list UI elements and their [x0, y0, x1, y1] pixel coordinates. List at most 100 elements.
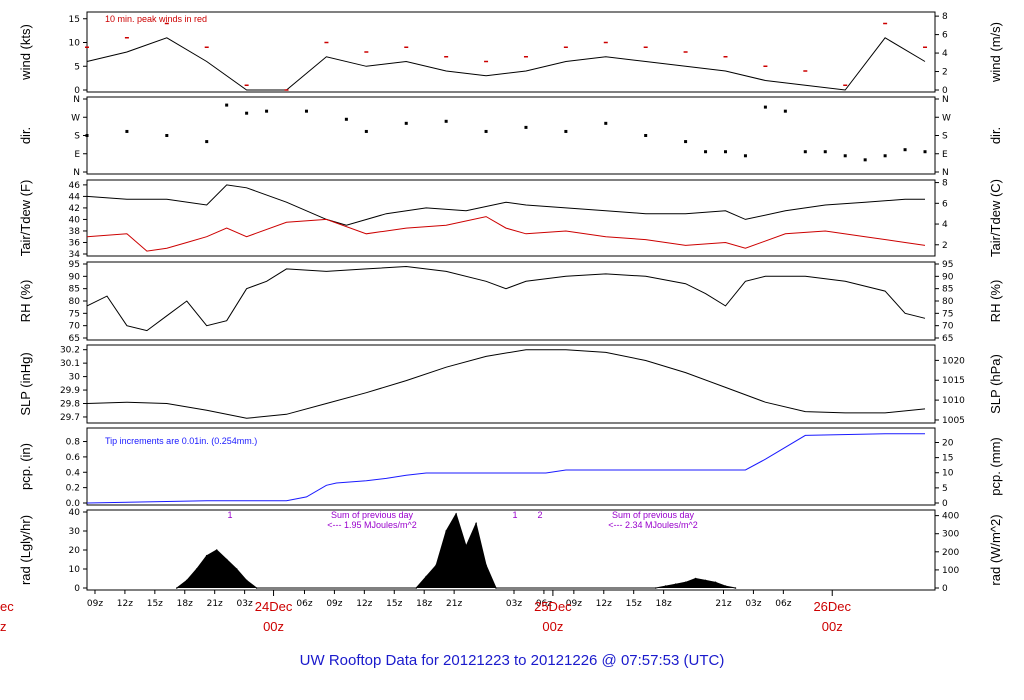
x-tick-label: 15z	[147, 599, 163, 609]
data-point	[723, 150, 727, 154]
y-tick-label: 40	[69, 508, 81, 518]
data-point	[484, 129, 488, 133]
y-axis-label: dir.	[18, 127, 33, 144]
x-tick-label: 12z	[117, 599, 133, 609]
y-tick-label-right: 1015	[942, 376, 965, 386]
series-line	[86, 37, 926, 91]
y-tick-label: 0.6	[66, 453, 81, 463]
series-line	[86, 349, 926, 419]
data-point	[444, 119, 448, 123]
series-line	[86, 216, 926, 252]
day-hour-label: 00z	[542, 619, 563, 634]
y-tick-label: 75	[69, 309, 80, 319]
panel-frame	[86, 261, 936, 341]
y-axis-label: wind (kts)	[18, 24, 33, 81]
y-tick-label: 30.1	[60, 359, 80, 369]
y-axis-label: SLP (inHg)	[18, 352, 33, 415]
x-tick-label: 12z	[596, 599, 612, 609]
y-axis-label: rad (Lgly/hr)	[18, 515, 33, 585]
data-point	[364, 129, 368, 133]
y-axis-label-right: wind (m/s)	[988, 22, 1003, 83]
y-tick-label: W	[71, 113, 80, 123]
y-tick-label: 38	[69, 227, 81, 237]
y-tick-label-right: 300	[942, 530, 959, 540]
y-tick-label-right: 0	[942, 584, 948, 594]
y-tick-label-right: E	[942, 150, 948, 160]
y-tick-label: 15	[69, 15, 80, 25]
data-point	[245, 111, 249, 115]
y-tick-label: 30.2	[60, 346, 80, 356]
y-axis-label: RH (%)	[18, 280, 33, 323]
day-hour-label: 00z	[263, 619, 284, 634]
y-tick-label-right: 10	[942, 469, 954, 479]
pcp-annotation: Tip increments are 0.01in. (0.254mm.)	[105, 436, 257, 446]
y-tick-label-right: 400	[942, 512, 959, 522]
x-tick-label: 09z	[87, 599, 103, 609]
y-tick-label: 42	[69, 204, 80, 214]
y-tick-label-right: 90	[942, 272, 954, 282]
data-point	[783, 109, 787, 113]
y-tick-label: 0.8	[66, 438, 81, 448]
y-tick-label-right: 0	[942, 499, 948, 509]
y-tick-label: 0.0	[66, 499, 81, 509]
data-point	[564, 129, 568, 133]
data-point	[265, 109, 269, 113]
data-point	[644, 134, 648, 137]
x-tick-label: 18z	[177, 599, 193, 609]
y-tick-label-right: 8	[942, 179, 948, 189]
panel-frame	[86, 344, 936, 424]
y-tick-label: 30	[69, 527, 81, 537]
data-point	[883, 154, 887, 158]
y-tick-label: 29.7	[60, 413, 80, 423]
y-tick-label: 10	[69, 39, 81, 49]
edge-date-label: ec	[0, 599, 14, 614]
data-point	[704, 150, 708, 154]
y-tick-label-right: 95	[942, 260, 953, 270]
x-tick-label: 15z	[386, 599, 402, 609]
y-tick-label-right: 75	[942, 309, 953, 319]
y-tick-label-right: S	[942, 132, 948, 142]
y-axis-label-right: pcp. (mm)	[988, 437, 1003, 496]
data-point	[823, 150, 827, 154]
x-tick-label: 06z	[536, 599, 552, 609]
y-tick-label-right: 6	[942, 31, 948, 41]
y-tick-label-right: 85	[942, 285, 953, 295]
y-tick-label-right: 0	[942, 86, 948, 96]
y-tick-label: N	[73, 168, 80, 178]
rad-sum-title: Sum of previous day	[612, 510, 695, 520]
y-tick-label: 0.2	[66, 484, 80, 494]
y-tick-label: 34	[69, 250, 81, 260]
rad-peak-marker: 2	[537, 510, 542, 520]
y-tick-label-right: N	[942, 168, 949, 178]
y-tick-label: E	[74, 150, 80, 160]
x-tick-label: 09z	[326, 599, 342, 609]
data-point	[903, 148, 907, 152]
x-tick-label: 06z	[296, 599, 312, 609]
rad-peak-marker: 1	[512, 510, 517, 520]
y-tick-label-right: 4	[942, 49, 948, 59]
y-tick-label: 90	[69, 272, 81, 282]
y-axis-label: Tair/Tdew (F)	[18, 180, 33, 257]
y-tick-label-right: 1005	[942, 416, 965, 426]
y-axis-label-right: dir.	[988, 127, 1003, 144]
x-tick-label: 15z	[626, 599, 642, 609]
y-axis-label-right: SLP (hPa)	[988, 354, 1003, 414]
data-point	[763, 105, 767, 109]
day-date-label: 26Dec	[813, 599, 851, 614]
x-tick-label: 21z	[207, 599, 223, 609]
y-tick-label: N	[73, 95, 80, 105]
y-tick-label: 10	[69, 565, 81, 575]
x-tick-label: 06z	[775, 599, 791, 609]
y-tick-label-right: 100	[942, 566, 959, 576]
panel-frame	[86, 179, 936, 257]
data-point	[165, 134, 169, 137]
chart-title: UW Rooftop Data for 20121223 to 20121226…	[300, 652, 725, 669]
y-tick-label-right: 1010	[942, 396, 965, 406]
data-point	[85, 134, 89, 137]
y-tick-label: 46	[69, 181, 81, 191]
day-hour-label: 00z	[822, 619, 843, 634]
x-tick-label: 09z	[566, 599, 582, 609]
